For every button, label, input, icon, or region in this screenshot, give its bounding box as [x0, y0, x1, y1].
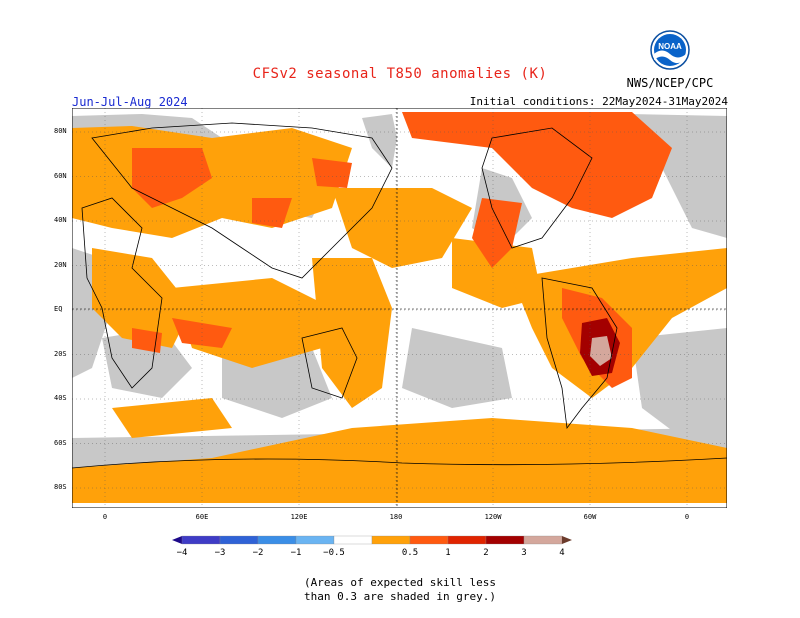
- latitude-label: 60S: [54, 438, 67, 447]
- colorbar-min-arrow: [172, 536, 182, 544]
- colorbar-box: [219, 535, 259, 545]
- colorbar-label: −1: [291, 548, 302, 558]
- anomaly-3-4-area: [590, 336, 612, 366]
- colorbar-label: 1: [445, 548, 450, 558]
- latitude-label: 80N: [54, 127, 67, 135]
- colorbar-label: 4: [559, 548, 564, 558]
- colorbar-box: [181, 535, 221, 545]
- colorbar-box: [447, 535, 487, 545]
- skill-footnote: (Areas of expected skill less than 0.3 a…: [0, 576, 800, 604]
- longitude-label: 180: [389, 513, 403, 521]
- grid-lines: [72, 108, 727, 508]
- longitude-label: 60W: [583, 513, 597, 521]
- latitude-label: 40S: [54, 394, 67, 402]
- noaa-logo-icon: NOAA: [650, 30, 690, 70]
- latitude-label: 80S: [54, 483, 67, 491]
- anomaly-map: [72, 108, 727, 508]
- latitude-label: 60N: [54, 171, 67, 180]
- colorbar: −4 −3 −2 −1 −0.5 0.5 1 2 3 4: [172, 535, 572, 558]
- latitude-label: 20N: [54, 260, 67, 269]
- colorbar-label: −2: [253, 548, 264, 558]
- longitude-label: 0: [684, 513, 690, 521]
- colorbar-box: [371, 535, 411, 545]
- colorbar-box: [333, 535, 373, 545]
- map-title: CFSv2 seasonal T850 anomalies (K): [252, 66, 548, 82]
- colorbar-label: 3: [521, 548, 526, 558]
- colorbar-label: 2: [483, 548, 488, 558]
- longitude-label: 60E: [195, 513, 209, 521]
- colorbar-box: [409, 535, 449, 545]
- forecast-period: Jun-Jul-Aug 2024: [72, 95, 188, 109]
- agency-label: NWS/NCEP/CPC: [626, 76, 714, 90]
- colorbar-box: [523, 535, 563, 545]
- noaa-logo-text: NOAA: [658, 42, 682, 51]
- colorbar-label: −0.5: [323, 548, 345, 558]
- latitude-label: EQ: [54, 305, 63, 313]
- colorbar-labels: −4 −3 −2 −1 −0.5 0.5 1 2 3 4: [177, 548, 565, 558]
- longitude-label: 120W: [484, 513, 502, 521]
- colorbar-box: [257, 535, 297, 545]
- longitude-label: 120E: [290, 513, 308, 521]
- colorbar-label: −4: [177, 548, 188, 558]
- latitude-label: 20S: [54, 349, 67, 358]
- colorbar-box: [485, 535, 525, 545]
- colorbar-max-arrow: [562, 536, 572, 544]
- colorbar-boxes: [172, 535, 572, 545]
- longitude-label: 0: [102, 513, 108, 521]
- colorbar-label: −3: [215, 548, 226, 558]
- initial-conditions: Initial conditions: 22May2024-31May2024: [469, 95, 728, 108]
- colorbar-label: 0.5: [402, 548, 418, 558]
- latitude-label: 40N: [54, 216, 67, 224]
- footnote-line-1: (Areas of expected skill less: [303, 576, 497, 589]
- footnote-line-2: than 0.3 are shaded in grey.): [303, 590, 497, 603]
- colorbar-box: [295, 535, 335, 545]
